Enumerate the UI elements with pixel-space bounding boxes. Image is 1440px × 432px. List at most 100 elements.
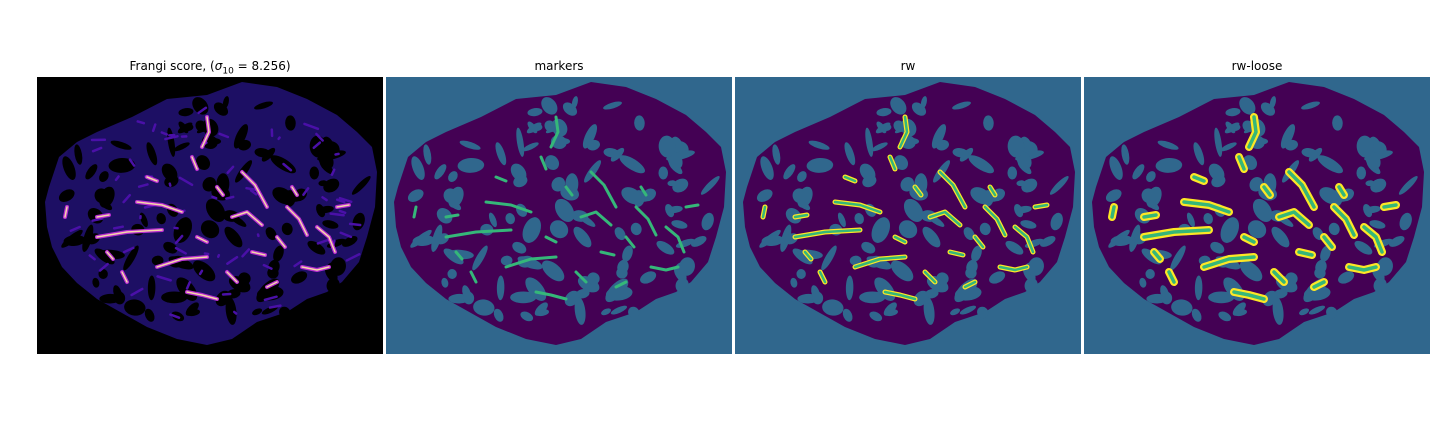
background-pocket xyxy=(1356,135,1374,158)
background-pocket xyxy=(959,305,977,315)
background-pocket xyxy=(161,291,188,304)
background-pocket xyxy=(272,187,294,205)
background-pocket xyxy=(894,155,909,170)
ridge-response xyxy=(136,120,146,125)
background-pocket xyxy=(114,291,126,305)
ridge-response xyxy=(316,238,331,245)
background-pocket xyxy=(527,107,543,117)
background-pocket xyxy=(796,269,806,279)
background-pocket xyxy=(1354,240,1373,255)
vessel-marker xyxy=(634,205,658,237)
background-pocket xyxy=(630,222,642,236)
background-pocket xyxy=(510,291,537,304)
background-pocket xyxy=(1146,186,1162,208)
background-pocket xyxy=(1021,178,1038,193)
background-pocket xyxy=(900,176,915,192)
background-pocket xyxy=(574,297,586,325)
vessel-marker xyxy=(624,235,636,249)
ridge-response xyxy=(91,217,104,222)
vessel-marker xyxy=(1202,255,1256,269)
background-pocket xyxy=(952,148,969,158)
background-pocket xyxy=(496,275,505,301)
vessel-marker xyxy=(1242,235,1256,244)
background-pocket xyxy=(535,309,549,317)
background-pocket xyxy=(281,222,293,236)
background-pocket xyxy=(500,255,513,266)
vessel-marker xyxy=(883,290,917,301)
ridge-response xyxy=(197,106,208,115)
frangi-score-image xyxy=(37,77,383,354)
background-pocket xyxy=(1332,115,1343,131)
vessel-peak xyxy=(241,171,268,208)
ridge-response xyxy=(130,287,144,297)
ridge-response xyxy=(88,254,96,261)
background-pocket xyxy=(1377,257,1393,276)
vessel-marker xyxy=(963,280,977,289)
background-pocket xyxy=(74,144,83,165)
background-pocket xyxy=(200,220,220,239)
background-pocket xyxy=(963,227,975,241)
vessel-marker xyxy=(983,205,1007,237)
vessel-peak xyxy=(266,281,278,288)
ridge-response xyxy=(241,248,251,258)
vessel-marker xyxy=(923,270,937,284)
background-pocket xyxy=(1132,164,1145,180)
background-pocket xyxy=(671,220,688,229)
background-pocket xyxy=(513,175,528,188)
markers-image xyxy=(386,77,732,354)
background-pocket xyxy=(1017,205,1032,213)
background-pocket xyxy=(407,189,424,202)
background-pocket xyxy=(903,198,924,222)
vessel-peak xyxy=(191,156,198,170)
background-pocket xyxy=(58,189,75,202)
vessel-marker xyxy=(1232,290,1266,301)
background-pocket xyxy=(1208,291,1235,304)
background-pocket xyxy=(1040,236,1056,247)
background-pocket xyxy=(1301,148,1318,158)
ridge-response xyxy=(293,260,303,268)
ridge-response xyxy=(178,176,194,187)
background-pocket xyxy=(979,222,991,236)
vessel-marker xyxy=(988,185,997,197)
background-pocket xyxy=(1007,166,1018,180)
vessel-peak xyxy=(301,266,330,271)
ridge-response xyxy=(232,310,238,315)
background-pocket xyxy=(1320,245,1331,262)
background-pocket xyxy=(614,227,626,241)
background-pocket xyxy=(1285,272,1298,285)
background-pocket xyxy=(672,178,689,193)
rw-loose-image xyxy=(1084,77,1430,354)
vessel-marker xyxy=(1142,228,1211,239)
background-pocket xyxy=(178,107,194,117)
background-pocket xyxy=(837,212,846,228)
background-pocket xyxy=(1373,277,1387,293)
background-pocket xyxy=(326,277,340,293)
background-pocket xyxy=(1145,269,1155,279)
background-pocket xyxy=(772,144,781,165)
panel-title-frangi: Frangi score, (σ10 = 8.256) xyxy=(129,59,291,77)
background-pocket xyxy=(1211,175,1226,188)
background-pocket xyxy=(1218,311,1232,322)
vessel-peak xyxy=(156,256,208,268)
background-pocket xyxy=(123,245,139,271)
background-pocket xyxy=(854,213,864,225)
vessel-marker xyxy=(564,185,574,197)
background-pocket xyxy=(812,291,824,305)
background-pocket xyxy=(512,241,527,254)
background-pocket xyxy=(658,166,669,180)
ridge-response xyxy=(335,198,346,204)
background-pocket xyxy=(968,155,994,174)
background-pocket xyxy=(1239,260,1263,282)
background-pocket xyxy=(610,305,628,315)
background-pocket xyxy=(225,297,237,325)
background-pocket xyxy=(952,101,971,110)
background-pocket xyxy=(701,212,714,231)
vessel-peak xyxy=(136,201,183,213)
background-pocket xyxy=(222,96,229,109)
vessel-peak xyxy=(316,226,336,253)
background-pocket xyxy=(1233,309,1247,317)
background-pocket xyxy=(869,311,883,322)
background-pocket xyxy=(1024,277,1038,293)
background-pocket xyxy=(783,164,796,180)
background-pocket xyxy=(691,236,707,247)
